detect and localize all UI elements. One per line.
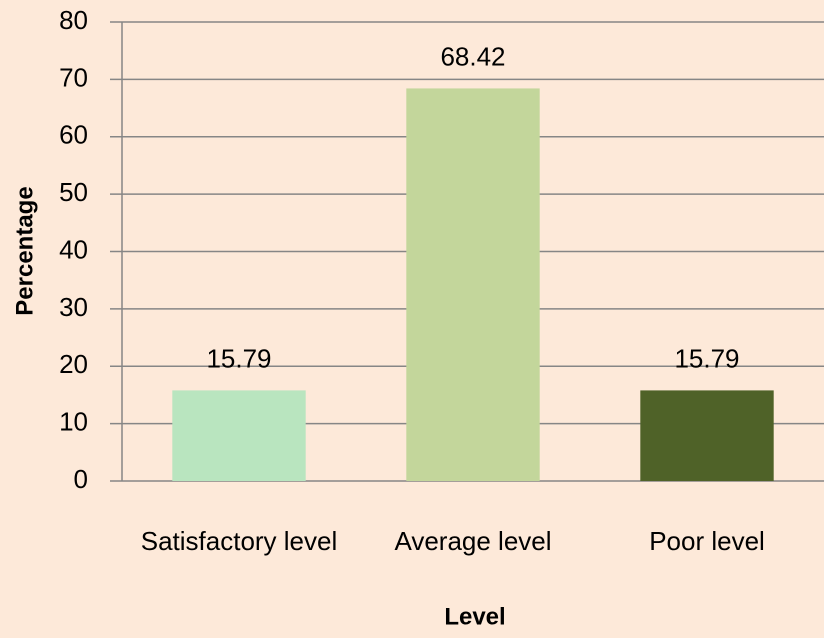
y-tick-label: 40 <box>59 234 88 264</box>
data-label: 68.42 <box>440 41 505 71</box>
x-tick-label: Average level <box>394 526 551 556</box>
data-label: 15.79 <box>206 343 271 373</box>
y-axis-title: Percentage <box>11 186 38 315</box>
y-tick-label: 80 <box>59 5 88 35</box>
y-tick-label: 70 <box>59 62 88 92</box>
x-axis-title: Level <box>444 603 505 630</box>
bar <box>172 390 306 481</box>
y-tick-label: 60 <box>59 120 88 150</box>
bar <box>406 88 540 481</box>
x-tick-label: Satisfactory level <box>141 526 338 556</box>
y-tick-label: 0 <box>74 464 88 494</box>
y-tick-label: 20 <box>59 349 88 379</box>
y-tick-label: 10 <box>59 407 88 437</box>
y-tick-label: 30 <box>59 292 88 322</box>
y-tick-label: 50 <box>59 177 88 207</box>
bar <box>640 390 774 481</box>
data-label: 15.79 <box>674 343 739 373</box>
x-tick-label: Poor level <box>649 526 765 556</box>
